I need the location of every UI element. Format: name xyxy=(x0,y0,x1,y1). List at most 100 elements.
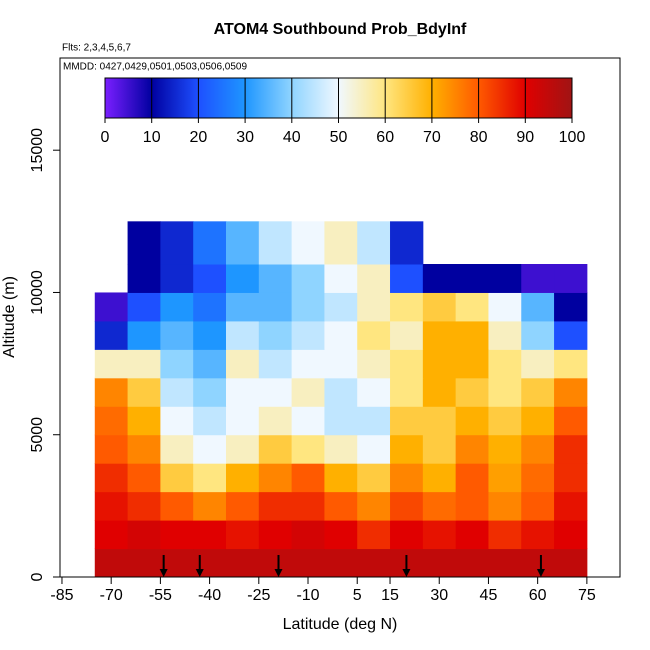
colorbar-tick-label: 10 xyxy=(143,129,161,146)
heatmap-cell xyxy=(521,491,555,521)
heatmap-cell xyxy=(160,320,194,350)
heatmap-cell xyxy=(324,221,358,265)
heatmap-cell xyxy=(225,463,260,493)
heatmap-cell xyxy=(193,221,227,265)
heatmap-cell xyxy=(455,548,489,578)
colorbar-tick-label: 30 xyxy=(236,129,254,146)
heatmap-cell xyxy=(488,349,522,379)
heatmap-cell xyxy=(324,349,358,379)
heatmap-cell xyxy=(160,221,194,265)
heatmap-cell xyxy=(291,406,325,436)
heatmap-cell xyxy=(488,491,522,521)
heatmap-cell xyxy=(521,463,555,493)
heatmap-cell xyxy=(390,406,424,436)
heatmap-cell xyxy=(488,463,522,493)
heatmap-cell xyxy=(390,463,424,493)
x-tick-label: -40 xyxy=(198,587,221,604)
heatmap-cell xyxy=(193,264,227,293)
heatmap-cell xyxy=(422,548,457,578)
heatmap-cell xyxy=(455,349,489,379)
heatmap-cell xyxy=(357,491,391,521)
heatmap-cell xyxy=(422,349,457,379)
plot-frame xyxy=(59,57,621,578)
heatmap-cell xyxy=(225,349,260,379)
y-tick-label: 15000 xyxy=(29,128,46,173)
heatmap-cell xyxy=(455,520,489,550)
heatmap-cell xyxy=(127,491,161,521)
heatmap-cell xyxy=(291,463,325,493)
heatmap-cell xyxy=(258,520,293,550)
x-tick-label: -70 xyxy=(100,587,123,604)
heatmap-cell xyxy=(324,264,358,293)
arrow-head xyxy=(195,569,204,577)
x-tick-label: -55 xyxy=(149,587,172,604)
colorbar-tick-label: 100 xyxy=(559,129,586,146)
y-tick-label: 10000 xyxy=(29,270,46,315)
heatmap-cell xyxy=(357,377,391,407)
heatmap-cell xyxy=(291,292,325,322)
heatmap-cell xyxy=(193,491,227,521)
x-tick-label: 15 xyxy=(381,587,399,604)
heatmap-cell xyxy=(258,221,293,265)
heatmap-cell xyxy=(94,434,129,464)
heatmap-cell xyxy=(193,292,227,322)
y-tick-label: 5000 xyxy=(29,417,46,453)
heatmap-cell xyxy=(258,377,293,407)
heatmap-cell xyxy=(455,377,489,407)
arrow-head xyxy=(159,569,168,577)
heatmap-cell xyxy=(455,491,489,521)
heatmap-cell xyxy=(127,349,161,379)
heatmap-cell xyxy=(554,292,588,322)
heatmap-cell xyxy=(554,264,588,293)
colorbar-tick-label: 70 xyxy=(423,129,441,146)
heatmap-cell xyxy=(521,264,555,293)
heatmap-cell xyxy=(291,221,325,265)
heatmap-cell xyxy=(521,292,555,322)
x-tick-label: -85 xyxy=(50,587,73,604)
heatmap-cell xyxy=(127,520,161,550)
x-tick-label: 45 xyxy=(480,587,498,604)
heatmap-cell xyxy=(554,520,588,550)
y-axis-label: Altitude (m) xyxy=(1,276,18,358)
heatmap-cell xyxy=(390,377,424,407)
heatmap-cell xyxy=(554,548,588,578)
colorbar-tick-label: 60 xyxy=(376,129,394,146)
heatmap-cell xyxy=(521,349,555,379)
heatmap-cell xyxy=(193,406,227,436)
heatmap-cell xyxy=(291,520,325,550)
arrow-marker xyxy=(159,555,168,577)
heatmap-cell xyxy=(357,463,391,493)
heatmap-cell xyxy=(422,292,457,322)
heatmap-cell xyxy=(160,463,194,493)
heatmap-cell xyxy=(94,377,129,407)
colorbar-tick-label: 20 xyxy=(190,129,208,146)
chart-title: ATOM4 Southbound Prob_BdyInf xyxy=(214,21,467,38)
heatmap-cell xyxy=(422,264,457,293)
x-tick-label: -25 xyxy=(247,587,270,604)
heatmap-cell xyxy=(127,221,161,265)
heatmap-cell xyxy=(225,320,260,350)
colorbar-tick-label: 40 xyxy=(283,129,301,146)
heatmap-cell xyxy=(521,520,555,550)
heatmap-cell xyxy=(225,491,260,521)
heatmap-cell xyxy=(390,221,424,265)
heatmap-cell xyxy=(258,264,293,293)
heatmap-cell xyxy=(193,377,227,407)
colorbar-tick-label: 50 xyxy=(330,129,348,146)
colorbar-tick-label: 0 xyxy=(101,129,110,146)
heatmap-cell xyxy=(455,264,489,293)
heatmap-cell xyxy=(160,292,194,322)
heatmap-cell xyxy=(94,320,129,350)
heatmap-cell xyxy=(324,520,358,550)
heatmap-cell xyxy=(324,377,358,407)
heatmap-cell xyxy=(94,349,129,379)
heatmap-cell xyxy=(455,434,489,464)
heatmap-cell xyxy=(422,434,457,464)
heatmap-cell xyxy=(193,434,227,464)
heatmap-cell xyxy=(291,548,325,578)
heatmap-cell xyxy=(160,349,194,379)
heatmap-cell xyxy=(160,491,194,521)
heatmap-cell xyxy=(258,292,293,322)
heatmap-cell xyxy=(127,548,161,578)
heatmap-cell xyxy=(390,292,424,322)
